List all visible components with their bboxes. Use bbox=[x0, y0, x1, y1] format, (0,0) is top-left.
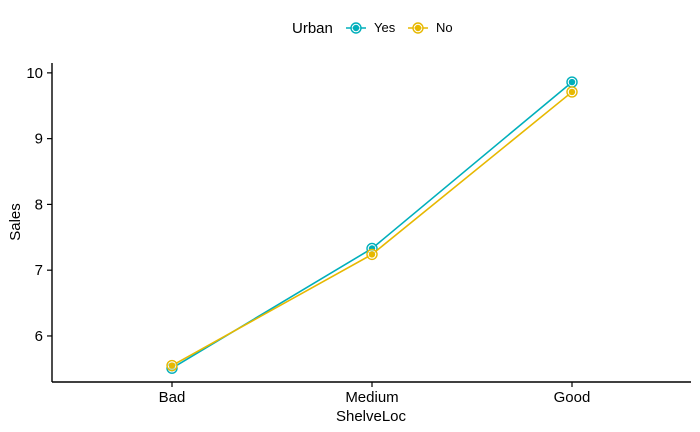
x-tick-label: Medium bbox=[345, 389, 398, 406]
y-axis-title: Sales bbox=[7, 203, 24, 241]
series-no bbox=[166, 86, 578, 372]
legend-label: Yes bbox=[374, 20, 396, 35]
legend-key-marker-core bbox=[414, 24, 422, 32]
x-tick-label: Bad bbox=[159, 389, 186, 406]
legend-key-marker-core bbox=[352, 24, 360, 32]
y-tick-label: 7 bbox=[35, 262, 43, 279]
series-yes bbox=[166, 76, 578, 374]
legend-item-yes: Yes bbox=[346, 20, 396, 35]
x-axis-title: ShelveLoc bbox=[336, 408, 407, 425]
y-tick-label: 9 bbox=[35, 131, 43, 148]
y-axis-ticks: 6 7 8 9 10 bbox=[26, 65, 52, 345]
y-tick-label: 8 bbox=[35, 196, 43, 213]
data-point-core bbox=[568, 78, 576, 86]
series-line bbox=[171, 81, 573, 369]
x-tick-label: Good bbox=[554, 389, 591, 406]
plot-area: 6 7 8 9 10 Bad Medium Good bbox=[26, 63, 691, 406]
x-axis-ticks: Bad Medium Good bbox=[159, 382, 591, 406]
legend-items: Yes No bbox=[346, 20, 453, 35]
data-point-core bbox=[568, 88, 576, 96]
y-tick-label: 10 bbox=[26, 65, 43, 82]
legend-title: Urban bbox=[292, 20, 333, 37]
legend-item-no: No bbox=[408, 20, 453, 35]
legend: Urban Yes No bbox=[292, 20, 453, 37]
data-point-core bbox=[368, 251, 376, 258]
series-layer bbox=[166, 76, 578, 374]
legend-label: No bbox=[436, 20, 453, 35]
data-point-core bbox=[168, 362, 176, 369]
y-tick-label: 6 bbox=[35, 328, 43, 345]
